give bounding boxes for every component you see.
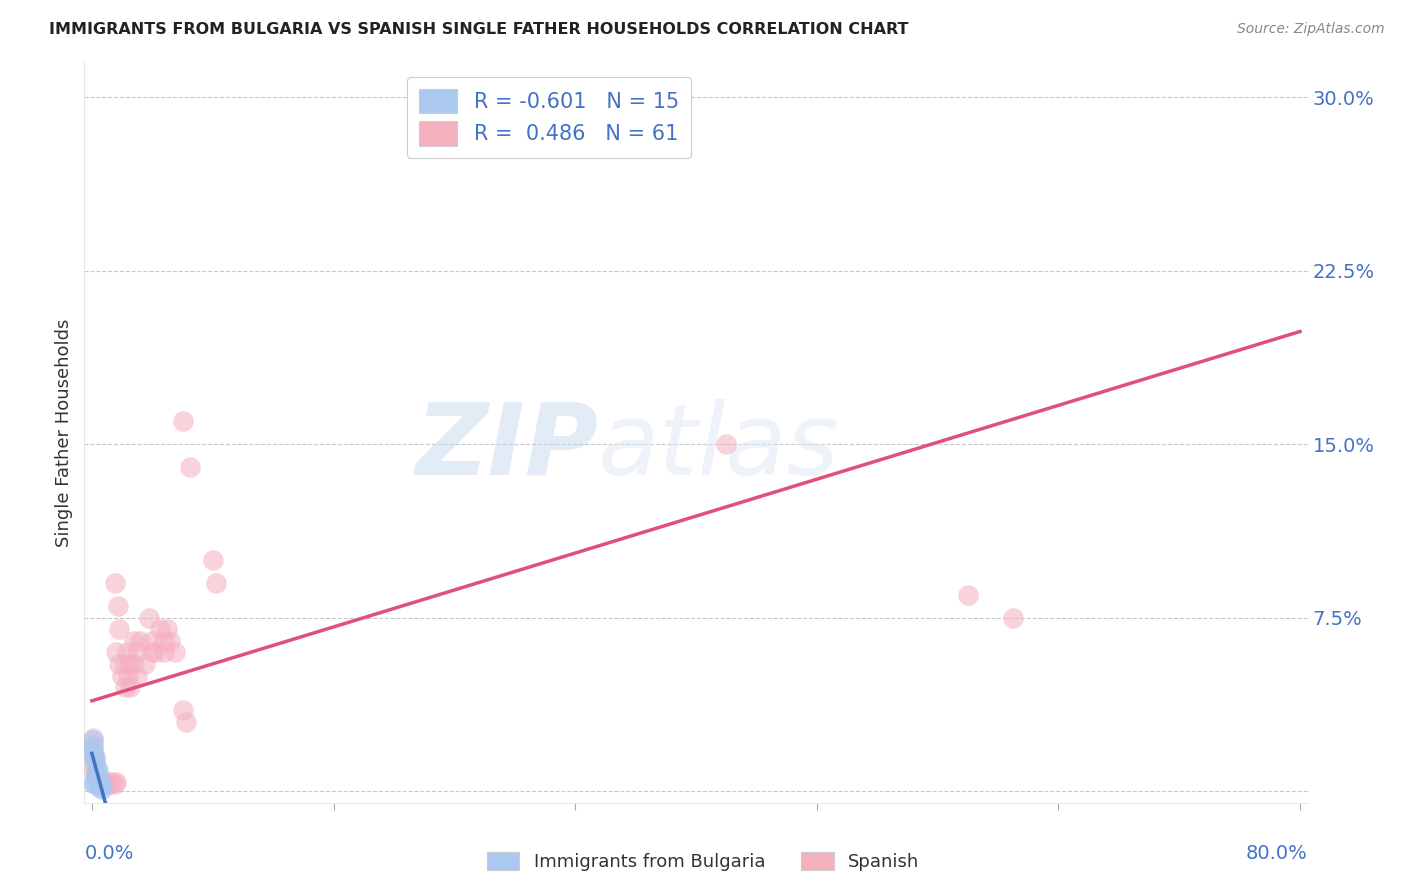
- Point: [118, 657, 141, 671]
- Point: [115, 645, 138, 659]
- Point: [1002, 611, 1025, 625]
- Point: [98, 777, 121, 791]
- Text: atlas: atlas: [598, 399, 839, 496]
- Point: [111, 668, 134, 682]
- Point: [159, 633, 181, 648]
- Legend: Immigrants from Bulgaria, Spanish: Immigrants from Bulgaria, Spanish: [479, 845, 927, 879]
- Text: IMMIGRANTS FROM BULGARIA VS SPANISH SINGLE FATHER HOUSEHOLDS CORRELATION CHART: IMMIGRANTS FROM BULGARIA VS SPANISH SING…: [49, 22, 908, 37]
- Y-axis label: Single Father Households: Single Father Households: [55, 318, 73, 547]
- Point: [82, 731, 104, 745]
- Point: [87, 775, 110, 789]
- Point: [83, 749, 105, 764]
- Point: [86, 775, 108, 789]
- Point: [96, 775, 118, 789]
- Point: [141, 645, 163, 659]
- Point: [179, 460, 201, 475]
- Point: [105, 775, 128, 789]
- Point: [82, 733, 104, 747]
- Point: [118, 680, 141, 694]
- Point: [89, 780, 111, 794]
- Point: [84, 768, 107, 782]
- Point: [83, 754, 105, 768]
- Point: [93, 775, 115, 789]
- Text: 80.0%: 80.0%: [1246, 844, 1308, 863]
- Point: [122, 633, 145, 648]
- Point: [82, 738, 104, 752]
- Point: [956, 588, 979, 602]
- Point: [91, 781, 114, 796]
- Point: [134, 657, 156, 671]
- Point: [87, 764, 110, 778]
- Point: [153, 633, 176, 648]
- Point: [127, 668, 149, 682]
- Point: [141, 633, 163, 648]
- Point: [84, 749, 107, 764]
- Point: [100, 775, 122, 789]
- Point: [82, 776, 104, 790]
- Point: [91, 777, 114, 791]
- Point: [105, 645, 128, 659]
- Point: [172, 703, 194, 717]
- Point: [149, 622, 172, 636]
- Point: [114, 680, 136, 694]
- Point: [103, 576, 125, 591]
- Point: [108, 622, 131, 636]
- Point: [87, 772, 110, 787]
- Point: [84, 777, 107, 791]
- Point: [82, 745, 104, 759]
- Point: [172, 414, 194, 428]
- Point: [86, 764, 108, 778]
- Point: [138, 611, 160, 625]
- Point: [204, 576, 226, 591]
- Point: [89, 770, 111, 784]
- Point: [82, 745, 104, 759]
- Text: ZIP: ZIP: [415, 399, 598, 496]
- Point: [89, 775, 111, 789]
- Point: [86, 758, 108, 772]
- Point: [503, 97, 526, 112]
- Text: 0.0%: 0.0%: [84, 844, 134, 863]
- Point: [96, 777, 118, 791]
- Point: [201, 553, 224, 567]
- Point: [108, 657, 131, 671]
- Point: [127, 645, 149, 659]
- Point: [714, 437, 737, 451]
- Text: Source: ZipAtlas.com: Source: ZipAtlas.com: [1237, 22, 1385, 37]
- Point: [156, 622, 179, 636]
- Point: [86, 768, 108, 782]
- Point: [103, 777, 125, 791]
- Point: [163, 645, 186, 659]
- Point: [89, 777, 111, 791]
- Point: [107, 599, 129, 614]
- Point: [129, 633, 152, 648]
- Point: [153, 645, 176, 659]
- Point: [174, 714, 197, 729]
- Point: [114, 657, 136, 671]
- Point: [86, 770, 108, 784]
- Point: [82, 761, 104, 775]
- Point: [122, 657, 145, 671]
- Point: [117, 668, 139, 682]
- Point: [94, 777, 117, 791]
- Point: [90, 777, 112, 791]
- Point: [143, 645, 166, 659]
- Point: [84, 754, 107, 768]
- Point: [90, 777, 112, 791]
- Legend: R = -0.601   N = 15, R =  0.486   N = 61: R = -0.601 N = 15, R = 0.486 N = 61: [406, 77, 692, 158]
- Point: [82, 740, 104, 755]
